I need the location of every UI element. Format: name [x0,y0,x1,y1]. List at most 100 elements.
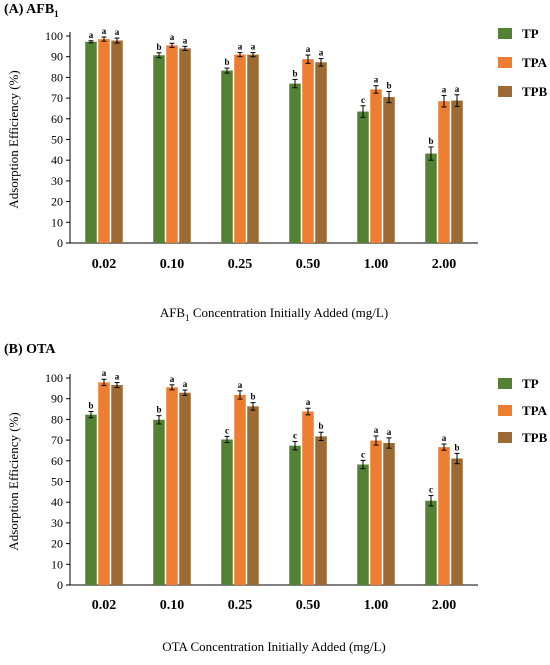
bar-tpb [383,442,395,585]
bar-tp [289,445,301,585]
panel-title: (B) OTA [4,342,56,357]
legend-swatch-tpb [498,432,512,443]
significance-label: a [387,427,392,437]
significance-label: b [454,442,459,452]
y-tick-label: 70 [51,91,63,105]
bar-tp [425,153,437,243]
y-tick-label: 70 [51,433,63,447]
bar-tpa [302,411,314,585]
significance-label: b [224,57,229,67]
significance-label: a [238,42,243,52]
significance-label: b [428,136,433,146]
x-category-label: 0.50 [296,598,321,613]
x-axis-title: OTA Concentration Initially Added (mg/L) [162,639,386,654]
y-tick-label: 0 [57,578,63,592]
bar-tp [357,111,369,244]
significance-label: c [361,449,365,459]
y-tick-label: 60 [51,112,63,126]
legend-label-tpa: TPA [522,403,548,418]
bar-tp [357,464,369,585]
significance-label: a [183,379,188,389]
significance-label: b [156,405,161,415]
chart-panel-afb1: (A) AFB1 Adsorption Efficiency (%) 0 10 20 3… [0,0,550,330]
significance-label: a [183,35,188,45]
significance-label: b [156,42,161,52]
significance-label: b [386,80,391,90]
significance-label: a [89,30,94,40]
bar-tp [153,55,165,243]
bar-tpa [98,39,110,244]
significance-label: b [250,392,255,402]
bar-tp [85,41,97,243]
bar-tpb [315,62,327,243]
x-category-label: 0.25 [228,257,253,272]
significance-label: c [293,431,297,441]
bar-tp [221,70,233,243]
y-tick-label: 10 [51,215,63,229]
y-axis-title: Adsorption Efficiency (%) [6,412,21,550]
bar-tpb [179,48,191,243]
significance-label: a [319,48,324,58]
significance-label: b [318,421,323,431]
bar-tpb [451,458,463,585]
x-category-label: 2.00 [432,257,457,272]
panel-title-subscript: 1 [54,8,59,19]
bar-tp [85,414,97,585]
bar-tpa [98,382,110,585]
x-category-label: 0.25 [228,598,253,613]
legend-label-tpb: TPB [522,84,548,99]
significance-label: a [374,75,379,85]
y-tick-label: 10 [51,557,63,571]
x-category-label: 2.00 [432,598,457,613]
significance-label: a [374,425,379,435]
y-tick-label: 50 [51,133,63,147]
x-category-label: 0.10 [160,598,185,613]
significance-label: a [102,368,107,378]
significance-label: a [306,397,311,407]
significance-label: b [88,401,93,411]
legend-swatch-tp [498,28,512,39]
significance-label: a [115,372,120,382]
bar-tpb [383,97,395,243]
y-tick-label: 80 [51,412,63,426]
x-axis-title: AFB1 Concentration Initially Added (mg/L… [160,305,388,323]
bar-tpa [370,89,382,243]
x-category-label: 0.10 [160,257,185,272]
bar-tpb [179,392,191,585]
legend-label-tp: TP [522,376,539,391]
bar-tpa [166,387,178,585]
legend-swatch-tpa [498,405,512,416]
y-tick-label: 30 [51,174,63,188]
significance-label: a [455,84,460,94]
bar-tpb [247,54,259,243]
significance-label: c [225,425,229,435]
significance-label: a [115,27,120,37]
significance-label: c [429,485,433,495]
y-tick-label: 60 [51,454,63,468]
bar-tpa [370,440,382,585]
x-axis-title-main: AFB [160,305,186,320]
significance-label: a [306,44,311,54]
y-tick-label: 40 [51,153,63,167]
bar-tpb [315,436,327,585]
legend-label-tp: TP [522,26,539,41]
bar-tpa [438,101,450,243]
y-axis-title: Adsorption Efficiency (%) [6,70,21,208]
y-tick-label: 0 [57,236,63,250]
y-tick-label: 100 [45,371,63,385]
bar-tp [153,419,165,585]
significance-label: a [442,84,447,94]
bar-tpa [234,54,246,243]
y-tick-label: 90 [51,50,63,64]
significance-label: a [170,32,175,42]
bar-tp [425,500,437,585]
legend-swatch-tpa [498,57,512,68]
x-category-label: 1.00 [364,257,389,272]
x-axis-title-subscript: 1 [185,313,190,323]
significance-label: a [102,26,107,36]
legend-swatch-tp [498,378,512,389]
significance-label: a [442,433,447,443]
bar-tp [221,439,233,585]
y-tick-label: 90 [51,392,63,406]
